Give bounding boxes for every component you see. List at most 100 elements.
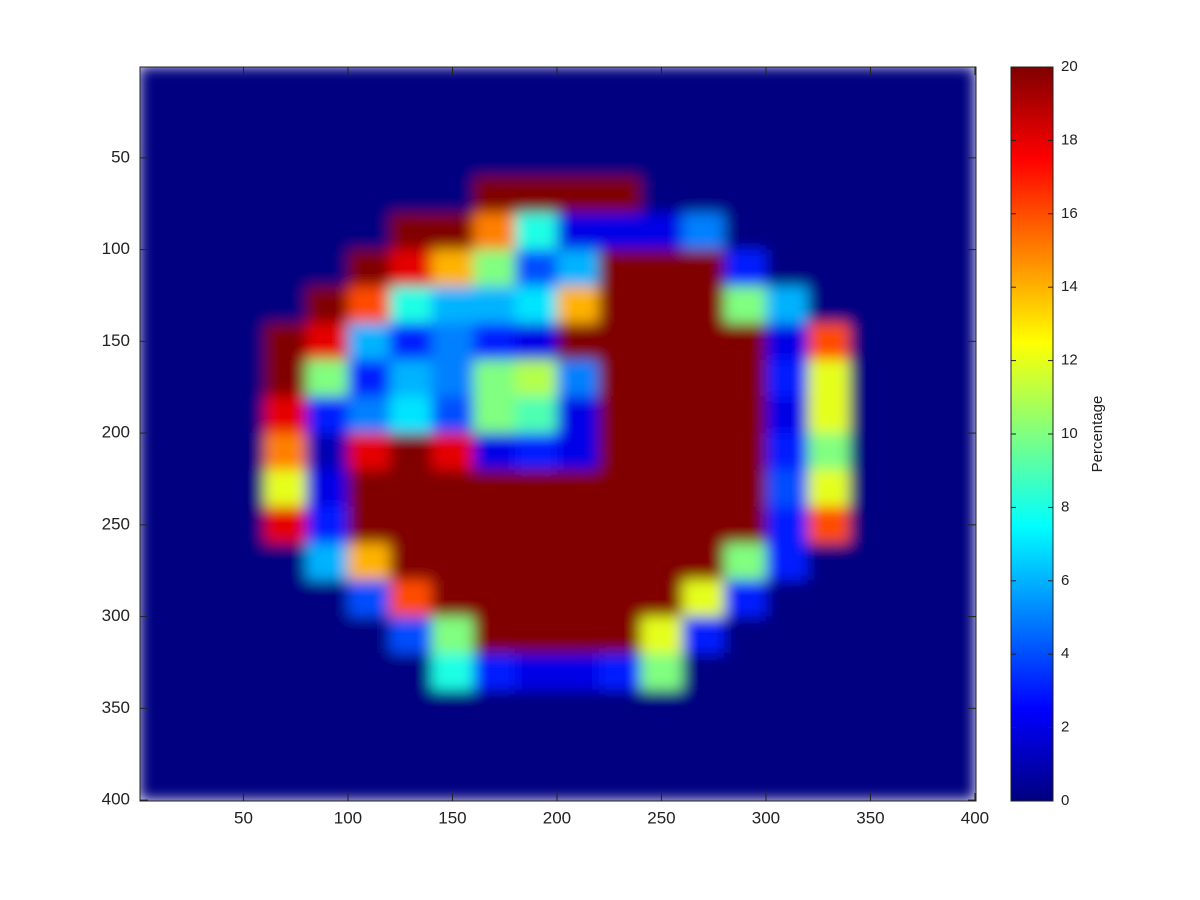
heat-cell: [431, 286, 474, 324]
heat-cell: [140, 543, 182, 581]
heat-cell: [306, 396, 349, 434]
y-tick-label: 350: [102, 698, 130, 717]
y-tick-label: 250: [102, 514, 130, 533]
x-tick-label: 350: [856, 808, 884, 827]
heat-cell: [724, 102, 767, 140]
colorbar-tick-label: 10: [1061, 425, 1078, 442]
heat-cell: [765, 763, 809, 801]
heat-cell: [933, 653, 976, 691]
heat-cell: [306, 322, 349, 361]
heat-cell: [347, 763, 391, 801]
heat-cell: [640, 139, 683, 177]
heat-cell: [140, 212, 182, 251]
heat-cell: [306, 212, 349, 251]
heat-cell: [807, 469, 851, 507]
heat-cell: [891, 176, 934, 214]
heat-cell: [807, 653, 851, 691]
heat-cell: [807, 102, 851, 140]
x-tick-label: 300: [752, 808, 780, 827]
heat-cell: [431, 433, 474, 471]
heat-cell: [640, 689, 683, 728]
heat-cell: [765, 322, 809, 361]
heat-cell: [640, 286, 683, 324]
heat-cell: [473, 469, 516, 507]
heat-cell: [431, 322, 474, 361]
image-clip: [140, 67, 976, 801]
heat-cell: [807, 139, 851, 177]
heat-cell: [515, 67, 558, 104]
heat-cell: [891, 506, 934, 544]
heat-cell: [724, 67, 767, 104]
heat-cell: [598, 689, 642, 728]
heat-cell: [180, 212, 224, 251]
heat-cell: [389, 286, 433, 324]
heat-cell: [306, 616, 349, 654]
heat-cell: [807, 322, 851, 361]
heat-cell: [180, 102, 224, 140]
heat-cell: [180, 653, 224, 691]
heat-cell: [556, 249, 600, 287]
heat-cell: [180, 579, 224, 618]
heat-cell: [598, 176, 642, 214]
heat-cell: [765, 433, 809, 471]
heat-cell: [807, 763, 851, 801]
heat-cell: [222, 726, 265, 764]
heat-cell: [389, 543, 433, 581]
heat-cell: [682, 726, 725, 764]
heat-cell: [556, 506, 600, 544]
heat-cell: [140, 616, 182, 654]
heat-cell: [347, 67, 391, 104]
heat-cell: [515, 433, 558, 471]
heat-cell: [306, 543, 349, 581]
heat-cell: [807, 67, 851, 104]
heat-cell: [556, 139, 600, 177]
heat-cell: [724, 139, 767, 177]
heat-cell: [264, 506, 307, 544]
heat-cell: [724, 286, 767, 324]
heat-cell: [598, 396, 642, 434]
heat-cell: [891, 543, 934, 581]
heat-cell: [389, 176, 433, 214]
heat-cell: [515, 763, 558, 801]
heat-cell: [891, 139, 934, 177]
heat-cell: [556, 176, 600, 214]
heat-cell: [724, 653, 767, 691]
heat-cell: [473, 102, 516, 140]
heat-cell: [389, 102, 433, 140]
heat-cell: [724, 689, 767, 728]
heat-cell: [682, 102, 725, 140]
heat-cell: [724, 616, 767, 654]
heat-cell: [264, 616, 307, 654]
heat-cell: [640, 726, 683, 764]
heat-cell: [724, 469, 767, 507]
heat-cell: [180, 726, 224, 764]
heat-cell: [556, 286, 600, 324]
heat-cell: [598, 763, 642, 801]
heat-cell: [473, 506, 516, 544]
heat-cell: [431, 543, 474, 581]
colorbar: Percentage 0 2 4 6 8 10 12 14 16 18 20: [1010, 58, 1106, 809]
heat-cell: [807, 506, 851, 544]
heat-cell: [389, 322, 433, 361]
heat-cell: [140, 249, 182, 287]
heat-cell: [765, 212, 809, 251]
heat-cell: [682, 506, 725, 544]
heat-cell: [347, 286, 391, 324]
heat-cell: [933, 176, 976, 214]
heat-cell: [891, 616, 934, 654]
colorbar-tick-label: 14: [1061, 278, 1078, 295]
heat-cell: [347, 249, 391, 287]
heat-cell: [264, 433, 307, 471]
heat-cell: [556, 469, 600, 507]
heat-cell: [140, 176, 182, 214]
heat-cell: [431, 506, 474, 544]
colorbar-tick-label: 2: [1061, 719, 1069, 736]
heat-cell: [640, 433, 683, 471]
heat-cell: [222, 322, 265, 361]
heat-cell: [765, 469, 809, 507]
heat-cell: [849, 506, 892, 544]
heat-cell: [222, 616, 265, 654]
heat-cell: [180, 286, 224, 324]
heat-cell: [431, 176, 474, 214]
